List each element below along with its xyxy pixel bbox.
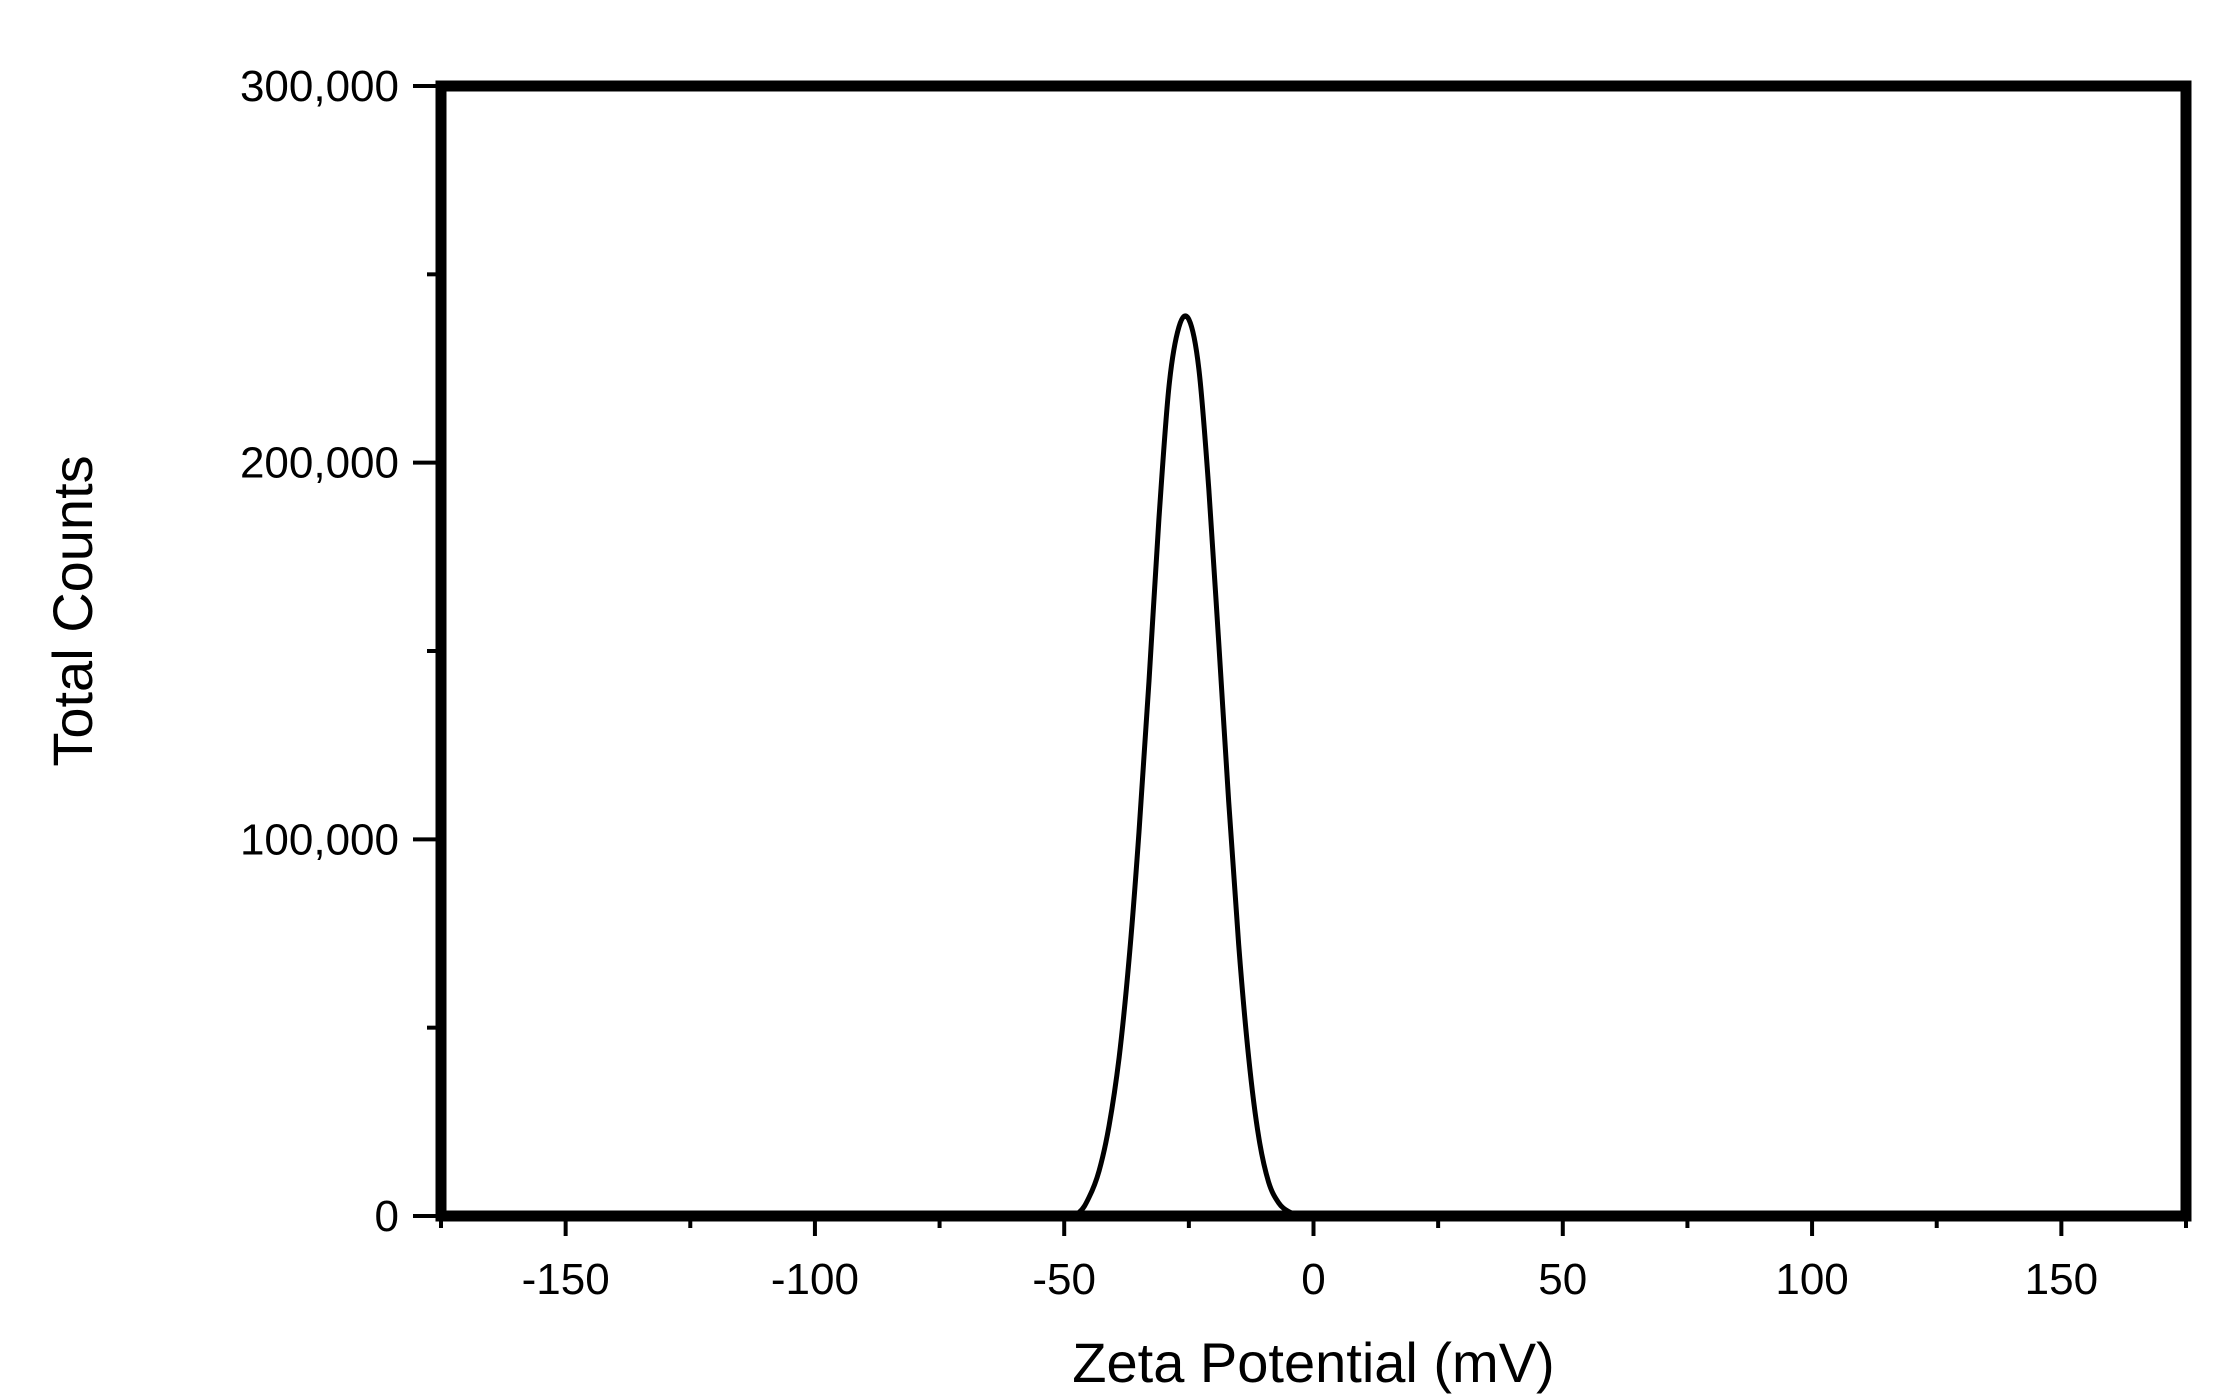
axis-ticks xyxy=(413,84,2188,1236)
x-tick-label: 150 xyxy=(2025,1255,2098,1304)
plot-frame xyxy=(435,80,2192,1222)
x-axis-title: Zeta Potential (mV) xyxy=(1072,1331,1554,1394)
series-line xyxy=(440,313,2186,1219)
series-layer xyxy=(440,313,2186,1219)
tick-labels: -150 -100 -50 0 50 100 150 0 100,000 200,000 300,0… xyxy=(240,62,2098,1304)
y-tick-label: 0 xyxy=(375,1192,399,1241)
x-tick-label: -50 xyxy=(1032,1255,1096,1304)
x-tick-label: -100 xyxy=(771,1255,859,1304)
y-axis-title: Total Counts xyxy=(41,455,104,766)
y-tick-label: 200,000 xyxy=(240,439,399,488)
x-tick-label: -150 xyxy=(522,1255,610,1304)
y-tick-label: 300,000 xyxy=(240,62,399,111)
x-tick-label: 0 xyxy=(1301,1255,1325,1304)
x-tick-label: 50 xyxy=(1538,1255,1587,1304)
y-tick-label: 100,000 xyxy=(240,815,399,864)
x-tick-label: 100 xyxy=(1775,1255,1848,1304)
